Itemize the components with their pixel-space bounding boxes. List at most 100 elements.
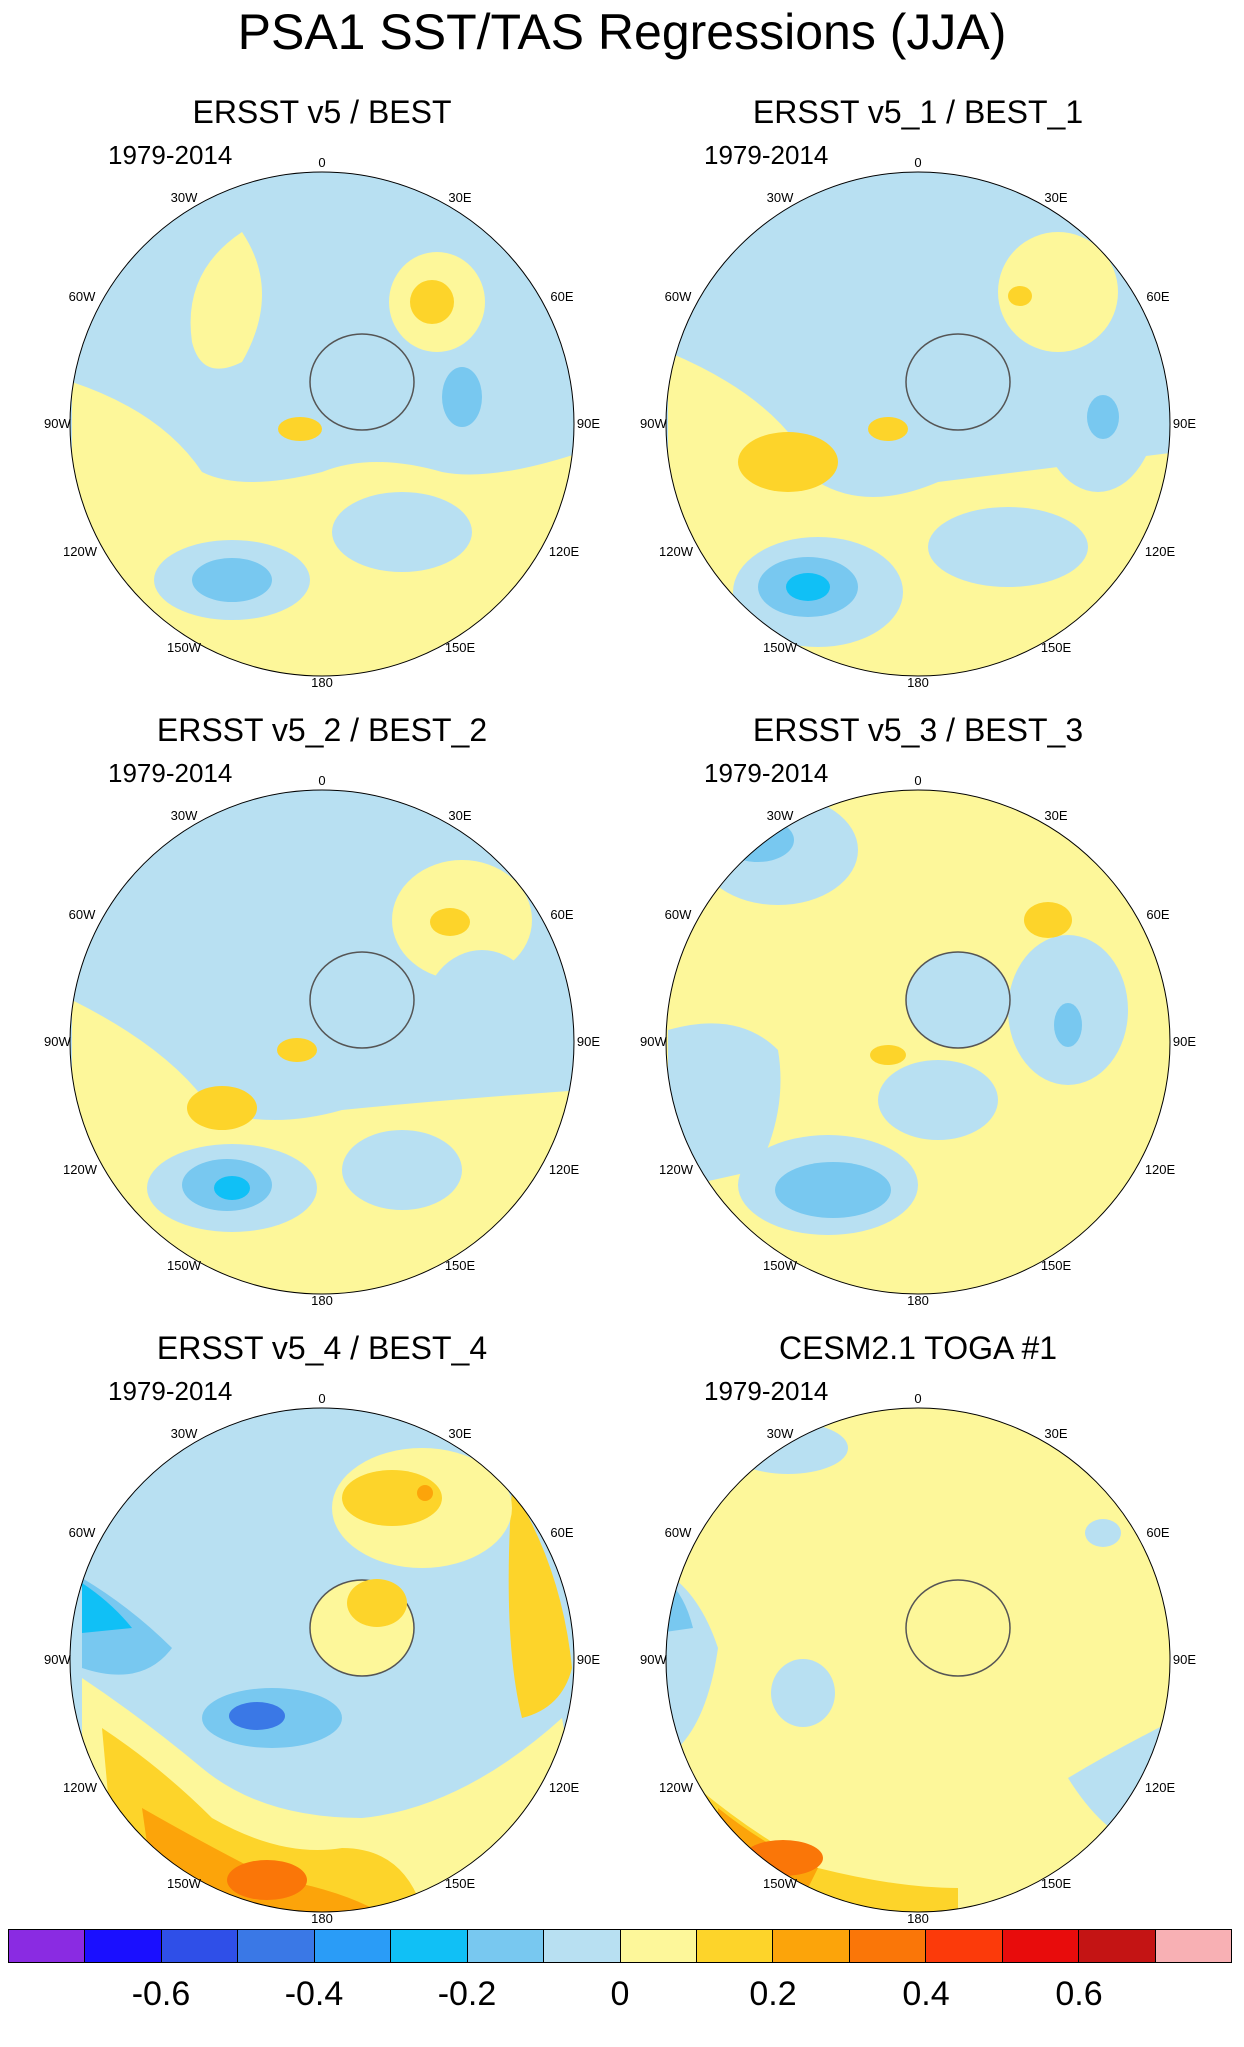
- lon-label-150w: 150W: [763, 1258, 798, 1273]
- lon-label-30e: 30E: [1044, 1426, 1067, 1441]
- lon-label-120w: 120W: [63, 544, 98, 559]
- panel-title: ERSST v5_2 / BEST_2: [156, 712, 488, 748]
- panel-title: ERSST v5_1 / BEST_1: [752, 94, 1084, 130]
- lon-label-120e: 120E: [549, 1780, 580, 1795]
- lon-label-90e: 90E: [1173, 416, 1196, 431]
- lon-label-60w: 60W: [665, 907, 692, 922]
- colorbar-box: [926, 1930, 1003, 1962]
- lon-label-60w: 60W: [69, 907, 96, 922]
- panel-period: 1979-2014: [704, 758, 829, 788]
- panel-period: 1979-2014: [704, 140, 829, 170]
- lon-label-30e: 30E: [1044, 808, 1067, 823]
- lon-label-60e: 60E: [550, 289, 573, 304]
- colorbar-box: [1155, 1930, 1231, 1962]
- lon-label-90w: 90W: [640, 1034, 667, 1049]
- colorbar-box: [773, 1930, 850, 1962]
- lon-label-150e: 150E: [1041, 640, 1072, 655]
- colorbar-tick-label: 0.6: [1055, 1975, 1103, 2013]
- lon-label-180: 180: [311, 1911, 333, 1926]
- polar-map: 0 30E 60E 90E 120E 150E 180 150W 120W 90…: [44, 773, 600, 1308]
- lon-label-120w: 120W: [63, 1780, 98, 1795]
- map-panel-6: CESM2.1 TOGA #1 1979-2014 0 30E 60E 90E …: [638, 1328, 1198, 1928]
- lon-label-60e: 60E: [1146, 907, 1169, 922]
- lon-label-60w: 60W: [69, 289, 96, 304]
- lon-label-150w: 150W: [763, 1876, 798, 1891]
- lon-label-150e: 150E: [1041, 1258, 1072, 1273]
- panel-period: 1979-2014: [108, 758, 233, 788]
- colorbar-box: [696, 1930, 774, 1962]
- lon-label-120w: 120W: [659, 1780, 694, 1795]
- lon-label-120e: 120E: [1145, 544, 1176, 559]
- lon-label-90w: 90W: [44, 1652, 71, 1667]
- colorbar-box: [391, 1930, 468, 1962]
- colorbar-box: [314, 1930, 392, 1962]
- lon-label-90e: 90E: [577, 416, 600, 431]
- lon-label-150w: 150W: [167, 1876, 202, 1891]
- lon-label-60w: 60W: [665, 289, 692, 304]
- lon-label-180: 180: [907, 1911, 929, 1926]
- lon-label-30e: 30E: [448, 190, 471, 205]
- lon-label-90w: 90W: [44, 1034, 71, 1049]
- lon-label-0: 0: [318, 1391, 325, 1406]
- panel-period: 1979-2014: [704, 1376, 829, 1406]
- lon-label-0: 0: [914, 773, 921, 788]
- lon-label-90e: 90E: [1173, 1652, 1196, 1667]
- lon-label-120w: 120W: [659, 544, 694, 559]
- colorbar-box: [9, 1930, 86, 1962]
- lon-label-120e: 120E: [1145, 1780, 1176, 1795]
- polar-map: 0 30E 60E 90E 120E 150E 180 150W 120W 90…: [640, 155, 1196, 690]
- lon-label-90e: 90E: [577, 1034, 600, 1049]
- lon-label-0: 0: [318, 155, 325, 170]
- colorbar-box: [1079, 1930, 1156, 1962]
- lon-label-150e: 150E: [445, 640, 476, 655]
- polar-map: 0 30E 60E 90E 120E 150E 180 150W 120W 90…: [44, 1391, 600, 1926]
- colorbar-tick-label: 0.2: [749, 1975, 797, 2013]
- lon-label-150w: 150W: [167, 640, 202, 655]
- colorbar-box: [85, 1930, 162, 1962]
- colorbar-box: [849, 1930, 927, 1962]
- lon-label-180: 180: [907, 675, 929, 690]
- map-panel-2: ERSST v5_1 / BEST_1 1979-2014 0 30E 60E …: [638, 92, 1198, 692]
- lon-label-0: 0: [318, 773, 325, 788]
- figure-title: PSA1 SST/TAS Regressions (JJA): [237, 4, 1007, 60]
- lon-label-30w: 30W: [171, 1426, 198, 1441]
- colorbar-box: [467, 1930, 545, 1962]
- lon-label-150w: 150W: [763, 640, 798, 655]
- lon-label-90e: 90E: [1173, 1034, 1196, 1049]
- map-panel-4: ERSST v5_3 / BEST_3 1979-2014 0 30E 60E …: [638, 710, 1198, 1310]
- panel-period: 1979-2014: [108, 1376, 233, 1406]
- lon-label-30e: 30E: [448, 1426, 471, 1441]
- lon-label-120w: 120W: [659, 1162, 694, 1177]
- lon-label-30e: 30E: [448, 808, 471, 823]
- lon-label-60e: 60E: [550, 1525, 573, 1540]
- colorbar-box: [161, 1930, 239, 1962]
- colorbar-tick-label: -0.6: [131, 1975, 191, 2013]
- polar-map: 0 30E 60E 90E 120E 150E 180 150W 120W 90…: [640, 1391, 1196, 1926]
- map-panel-5: ERSST v5_4 / BEST_4 1979-2014 0 30E 60E …: [42, 1328, 602, 1928]
- lon-label-90e: 90E: [577, 1652, 600, 1667]
- lon-label-180: 180: [311, 1293, 333, 1308]
- lon-label-30w: 30W: [171, 808, 198, 823]
- lon-label-60w: 60W: [69, 1525, 96, 1540]
- lon-label-0: 0: [914, 155, 921, 170]
- lon-label-0: 0: [914, 1391, 921, 1406]
- panel-title: ERSST v5 / BEST: [192, 94, 452, 130]
- lon-label-30e: 30E: [1044, 190, 1067, 205]
- colorbar-tick-label: -0.2: [437, 1975, 497, 2013]
- lon-label-150e: 150E: [1041, 1876, 1072, 1891]
- lon-label-90w: 90W: [640, 416, 667, 431]
- lon-label-30w: 30W: [767, 808, 794, 823]
- lon-label-90w: 90W: [640, 1652, 667, 1667]
- panel-title: ERSST v5_3 / BEST_3: [752, 712, 1084, 748]
- lon-label-180: 180: [311, 675, 333, 690]
- lon-label-30w: 30W: [767, 190, 794, 205]
- lon-label-90w: 90W: [44, 416, 71, 431]
- polar-map: 0 30E 60E 90E 120E 150E 180 150W 120W 90…: [640, 773, 1196, 1308]
- colorbar-tick-label: -0.4: [284, 1975, 344, 2013]
- lon-label-120e: 120E: [549, 544, 580, 559]
- lon-label-120e: 120E: [549, 1162, 580, 1177]
- lon-label-60e: 60E: [550, 907, 573, 922]
- polar-map: 0 30E 60E 90E 120E 150E 180 150W 120W 90…: [44, 155, 600, 690]
- colorbar-box: [238, 1930, 315, 1962]
- lon-label-150e: 150E: [445, 1876, 476, 1891]
